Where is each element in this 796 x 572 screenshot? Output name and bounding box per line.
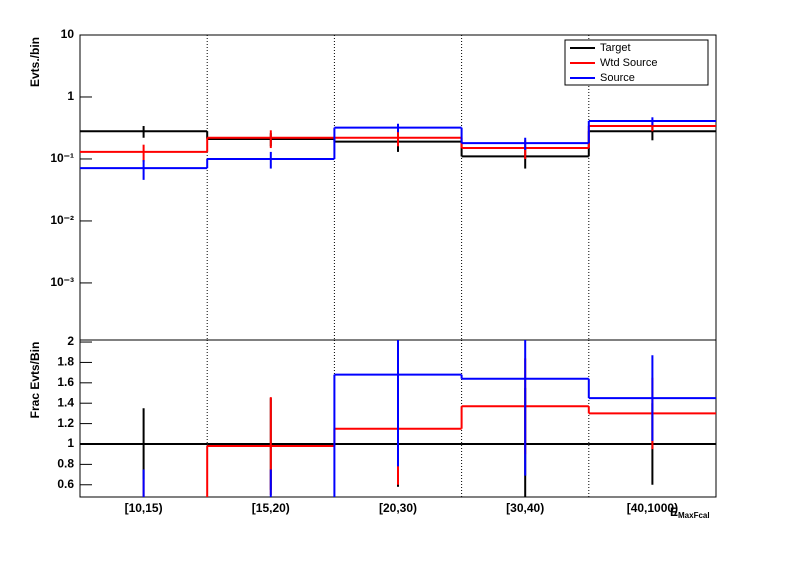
- y-tick-label: 10⁻¹: [50, 151, 74, 165]
- plot-area: [80, 117, 716, 180]
- y-tick-label: 1: [67, 436, 74, 450]
- plot-area: [80, 340, 716, 497]
- y-axis-label: Frac Evts/Bin: [28, 342, 42, 419]
- x-tick-label: [10,15): [125, 501, 163, 515]
- y-tick-label: 1: [67, 89, 74, 103]
- legend-label: Target: [600, 42, 631, 54]
- y-tick-label: 1.2: [57, 416, 74, 430]
- y-tick-label: 1.4: [57, 395, 74, 409]
- x-tick-label: [20,30): [379, 501, 417, 515]
- legend-label: Source: [600, 72, 635, 84]
- y-tick-label: 0.8: [57, 457, 74, 471]
- y-tick-label: 10⁻³: [50, 275, 74, 289]
- y-tick-label: 1.8: [57, 355, 74, 369]
- y-tick-label: 1.6: [57, 375, 74, 389]
- y-tick-label: 2: [67, 334, 74, 348]
- x-tick-label: [30,40): [506, 501, 544, 515]
- legend-label: Wtd Source: [600, 57, 657, 69]
- legend: Target Wtd Source Source: [564, 39, 709, 86]
- y-tick-label: 10⁻²: [50, 213, 74, 227]
- x-axis-label: EMaxFcal: [670, 505, 710, 520]
- y-axis-label: Evts./bin: [28, 37, 42, 87]
- x-tick-label: [15,20): [252, 501, 290, 515]
- y-tick-label: 10: [61, 27, 75, 41]
- y-tick-label: 0.6: [57, 477, 74, 491]
- x-tick-label: [40,1000): [627, 501, 678, 515]
